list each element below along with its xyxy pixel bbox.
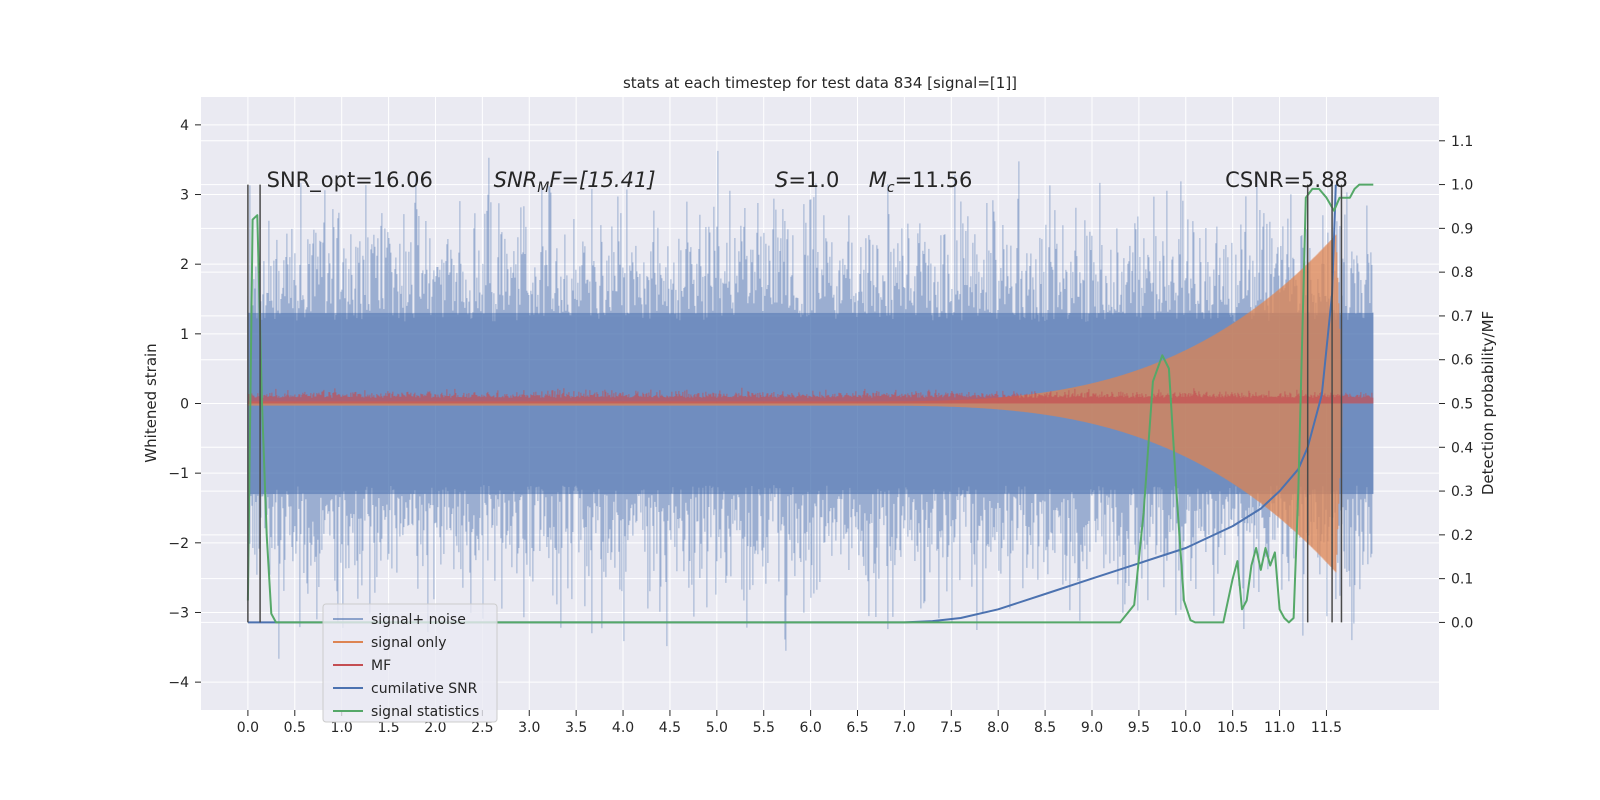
annotation-text: S=1.0 <box>775 168 839 192</box>
x-tick-label: 11.5 <box>1311 720 1342 736</box>
y-tick-label: 3 <box>180 188 189 204</box>
x-tick-label: 8.0 <box>987 720 1009 736</box>
y-tick-label: 4 <box>180 118 189 134</box>
axis-ticks: 0.0 0.5 1.0 1.5 2.0 2.5 3.0 3.5 4.0 4.5 5.0 5.5 6.0 6… <box>168 118 1473 736</box>
legend-label: signal only <box>371 635 446 651</box>
y-tick-label: 2 <box>180 257 189 273</box>
series-line-3 <box>247 184 1337 624</box>
x-tick-label: 5.5 <box>753 720 775 736</box>
chart-title: stats at each timestep for test data 834… <box>623 74 1017 92</box>
legend-box <box>322 603 498 723</box>
series-line-4 <box>246 183 1374 624</box>
x-tick-label: 9.0 <box>1081 720 1103 736</box>
annotation-text: SNRMF=[15.41] <box>494 168 656 196</box>
x-tick-label: 0.5 <box>284 720 306 736</box>
y-right-tick-label: 0.9 <box>1451 221 1473 237</box>
x-tick-label: 9.5 <box>1128 720 1150 736</box>
y-tick-label: −4 <box>168 675 189 691</box>
y-tick-label: 0 <box>180 397 189 413</box>
x-tick-label: 3.5 <box>565 720 587 736</box>
y-right-tick-label: 1.1 <box>1451 134 1473 150</box>
x-tick-label: 1.5 <box>377 720 399 736</box>
y-right-tick-label: 0.5 <box>1451 397 1473 413</box>
x-tick-label: 0.0 <box>237 720 259 736</box>
annotations: SNR_opt=16.06 SNRMF=[15.41] S=1.0 Mc=11.56 C… <box>267 168 1348 196</box>
y-right-tick-label: 0.3 <box>1451 484 1473 500</box>
y-right-tick-label: 0.7 <box>1451 309 1473 325</box>
annotation-text: SNR_opt=16.06 <box>267 168 433 193</box>
x-tick-label: 4.0 <box>612 720 634 736</box>
x-tick-label: 2.5 <box>471 720 493 736</box>
x-tick-label: 4.5 <box>659 720 681 736</box>
x-tick-label: 6.0 <box>799 720 821 736</box>
traces <box>246 150 1374 659</box>
y-axis-label: Whitened strain <box>142 343 160 462</box>
y-tick-label: −3 <box>168 605 189 621</box>
x-tick-label: 8.5 <box>1034 720 1056 736</box>
x-tick-label: 2.0 <box>424 720 446 736</box>
y-right-tick-label: 0.1 <box>1451 572 1473 588</box>
x-tick-label: 11.0 <box>1264 720 1295 736</box>
legend-label: signal+ noise <box>371 612 466 628</box>
x-tick-label: 10.5 <box>1217 720 1248 736</box>
x-tick-label: 6.5 <box>846 720 868 736</box>
legend: signal+ noise signal only MF cumilative SNR… <box>322 603 498 723</box>
x-tick-label: 5.0 <box>706 720 728 736</box>
x-tick-label: 3.0 <box>518 720 540 736</box>
y-right-tick-label: 0.4 <box>1451 440 1473 456</box>
x-tick-label: 7.0 <box>893 720 915 736</box>
y-tick-label: −2 <box>168 536 189 552</box>
y-tick-label: −1 <box>168 466 189 482</box>
legend-label: cumilative SNR <box>371 681 478 697</box>
y-right-tick-label: 0.0 <box>1451 615 1473 631</box>
y-right-tick-label: 1.0 <box>1451 178 1473 194</box>
legend-label: signal statistics <box>371 704 479 720</box>
y-tick-label: 1 <box>180 327 189 343</box>
y-right-axis-label: Detection probability/MF <box>1479 311 1497 495</box>
x-tick-label: 10.0 <box>1170 720 1201 736</box>
x-tick-label: 7.5 <box>940 720 962 736</box>
vertical-lines <box>247 184 1343 623</box>
annotation-text: CSNR=5.88 <box>1225 168 1348 192</box>
x-tick-label: 1.0 <box>331 720 353 736</box>
annotation-text: Mc=11.56 <box>869 168 973 196</box>
y-right-tick-label: 0.2 <box>1451 528 1473 544</box>
y-right-tick-label: 0.8 <box>1451 265 1473 281</box>
legend-label: MF <box>371 658 391 674</box>
y-right-tick-label: 0.6 <box>1451 353 1473 369</box>
